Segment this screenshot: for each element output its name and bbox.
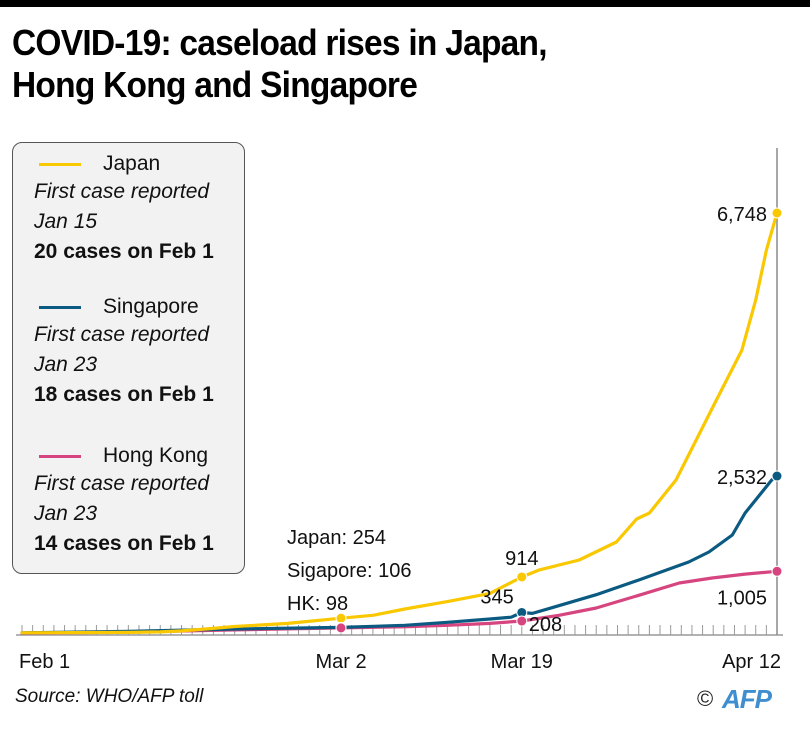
- title-line-1: COVID-19: caseload rises in Japan,: [12, 22, 548, 63]
- legend: Japan First case reported Jan 15 20 case…: [12, 142, 245, 574]
- first-case-label: First case reported: [34, 472, 210, 495]
- series-lines: [20, 207, 783, 635]
- hong-kong-mar19-label: 208: [529, 614, 562, 636]
- feb1-note: 14 cases on Feb 1: [34, 532, 214, 555]
- japan-end-label: 6,748: [717, 204, 767, 226]
- japan-marker: [771, 207, 783, 219]
- legend-name: Singapore: [103, 295, 199, 318]
- legend-name: Japan: [103, 152, 161, 175]
- title-line-2: Hong Kong and Singapore: [12, 64, 418, 105]
- singapore-line-swatch-icon: [39, 305, 81, 309]
- top-bar: [0, 0, 810, 7]
- japan-marker: [516, 571, 528, 583]
- copyright-icon: ©: [697, 686, 714, 711]
- hong-kong-end-label: 1,005: [717, 587, 767, 609]
- first-case-label: First case reported: [34, 180, 210, 203]
- japan-line-swatch-icon: [39, 162, 81, 166]
- feb1-note: 20 cases on Feb 1: [34, 240, 214, 263]
- x-tick-label: Mar 19: [491, 651, 553, 673]
- japan-line: [20, 211, 779, 635]
- first-case-date: Jan 15: [34, 210, 98, 233]
- data-labels: Japan: 254 Sigapore: 106 HK: 98 914 345 208 6,…: [287, 204, 767, 636]
- mar2-summary-label: HK: 98: [287, 593, 348, 615]
- x-axis: Feb 1 Mar 2 Mar 19 Apr 12: [16, 148, 783, 673]
- first-case-date: Jan 23: [34, 353, 98, 376]
- hong-kong-marker: [335, 622, 347, 634]
- mar2-summary-label: Japan: 254: [287, 527, 386, 549]
- x-tick-label: Feb 1: [19, 651, 70, 673]
- singapore-mar19-label: 345: [480, 586, 513, 608]
- legend-item-japan: Japan First case reported Jan 15 20 case…: [34, 151, 249, 267]
- legend-name: Hong Kong: [103, 444, 209, 467]
- afp-logo: AFP: [722, 684, 772, 714]
- legend-item-hong-kong: Hong Kong First case reported Jan 23 14 …: [34, 443, 249, 559]
- first-case-date: Jan 23: [34, 502, 98, 525]
- legend-item-singapore: Singapore First case reported Jan 23 18 …: [34, 294, 249, 410]
- chart-title: COVID-19: caseload rises in Japan, Hong …: [12, 22, 747, 106]
- x-tick-label: Apr 12: [722, 651, 781, 673]
- x-tick-label: Mar 2: [315, 651, 366, 673]
- singapore-marker: [771, 470, 783, 482]
- feb1-note: 18 cases on Feb 1: [34, 383, 214, 406]
- hong-kong-marker: [516, 615, 528, 627]
- source-note: Source: WHO/AFP toll: [15, 686, 204, 707]
- japan-mar19-label: 914: [505, 548, 538, 570]
- hong-kong-marker: [771, 565, 783, 577]
- first-case-label: First case reported: [34, 323, 210, 346]
- singapore-end-label: 2,532: [717, 467, 767, 489]
- mar2-summary-label: Sigapore: 106: [287, 560, 412, 582]
- hong-kong-line-swatch-icon: [39, 454, 81, 458]
